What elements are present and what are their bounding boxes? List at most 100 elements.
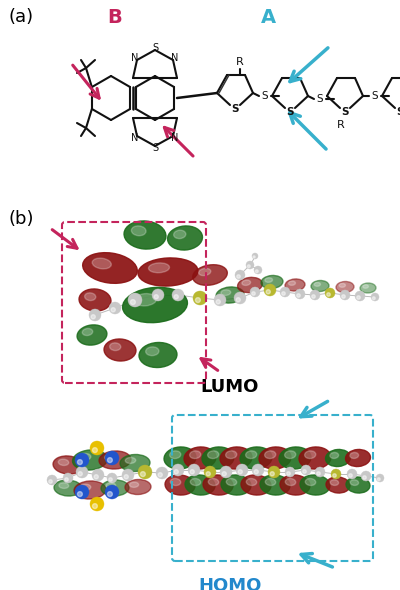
Ellipse shape [54,480,82,496]
Text: N: N [171,133,179,143]
Circle shape [193,291,207,305]
Circle shape [76,466,88,478]
Circle shape [138,465,152,479]
Circle shape [254,266,262,274]
Ellipse shape [246,451,257,458]
Ellipse shape [203,475,233,495]
Ellipse shape [120,454,150,471]
Circle shape [49,480,52,483]
Ellipse shape [221,290,231,296]
Text: (b): (b) [8,210,34,228]
Ellipse shape [265,478,276,486]
Ellipse shape [330,480,338,486]
Circle shape [253,256,255,258]
Ellipse shape [208,451,219,458]
Ellipse shape [216,287,244,303]
Circle shape [287,472,290,476]
Ellipse shape [170,451,181,458]
Ellipse shape [125,457,136,463]
Ellipse shape [138,258,198,286]
Circle shape [236,464,248,476]
Ellipse shape [130,482,139,487]
Ellipse shape [346,477,370,493]
Circle shape [174,470,178,474]
Ellipse shape [104,339,136,361]
Circle shape [91,314,95,319]
Text: R: R [337,120,345,130]
Circle shape [237,275,240,278]
Ellipse shape [265,451,276,458]
Circle shape [342,295,345,299]
Circle shape [158,473,162,477]
Ellipse shape [242,280,250,286]
Text: R: R [236,57,244,67]
Ellipse shape [350,453,359,458]
Circle shape [378,478,380,481]
Ellipse shape [83,253,137,283]
Circle shape [363,476,366,479]
Circle shape [109,478,112,481]
Circle shape [63,473,73,483]
Ellipse shape [220,447,252,469]
Text: S: S [231,104,239,114]
Ellipse shape [226,451,237,458]
Ellipse shape [311,280,329,291]
Circle shape [295,289,305,299]
Circle shape [282,291,285,295]
Text: HOMO: HOMO [198,577,262,590]
Circle shape [75,485,89,499]
Ellipse shape [246,478,257,486]
Ellipse shape [99,451,131,469]
Circle shape [92,469,104,481]
Ellipse shape [74,481,106,499]
Text: N: N [171,53,179,63]
Ellipse shape [326,477,350,493]
Ellipse shape [360,283,376,293]
Circle shape [206,471,210,476]
Circle shape [75,453,89,467]
Circle shape [252,291,255,295]
Circle shape [285,467,295,477]
Circle shape [105,451,119,465]
Ellipse shape [168,226,202,250]
Circle shape [174,294,178,299]
Circle shape [152,289,164,301]
Circle shape [301,465,311,475]
Circle shape [196,297,200,303]
Text: A: A [260,8,276,27]
Circle shape [65,478,68,481]
Circle shape [111,308,115,312]
Ellipse shape [285,279,305,291]
Ellipse shape [77,325,107,345]
Text: S: S [152,143,158,153]
Ellipse shape [285,451,296,458]
Text: LUMO: LUMO [201,378,259,396]
Circle shape [247,265,250,268]
Circle shape [90,497,104,511]
Circle shape [372,297,375,300]
Ellipse shape [336,281,354,293]
Ellipse shape [240,447,272,469]
Circle shape [47,475,57,485]
Ellipse shape [72,450,108,470]
Ellipse shape [170,478,181,486]
Text: (a): (a) [8,8,33,26]
Circle shape [297,294,300,297]
Circle shape [78,491,82,497]
Circle shape [333,474,336,477]
Circle shape [105,485,119,499]
Ellipse shape [80,484,91,490]
Text: S: S [286,107,294,117]
Circle shape [252,253,258,259]
Ellipse shape [226,478,237,486]
Circle shape [347,469,357,479]
Circle shape [357,296,360,299]
Ellipse shape [106,483,116,489]
Ellipse shape [261,276,283,289]
Ellipse shape [330,453,339,458]
Circle shape [254,470,258,474]
Circle shape [78,460,82,464]
Circle shape [216,300,220,304]
Circle shape [154,294,158,299]
Ellipse shape [105,454,116,460]
